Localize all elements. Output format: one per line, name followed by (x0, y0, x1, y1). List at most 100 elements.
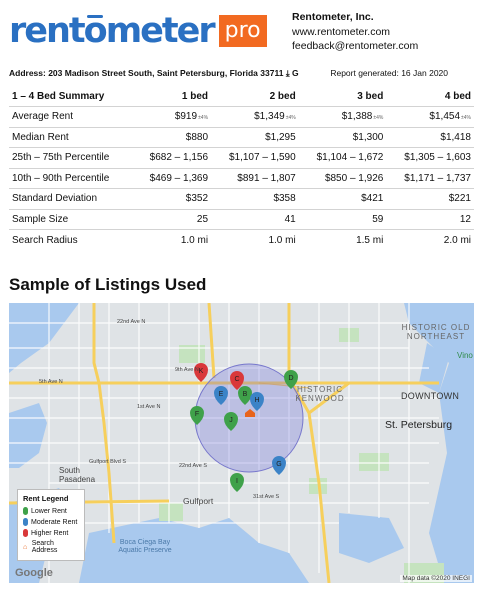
label-st-petersburg: St. Petersburg (385, 419, 453, 431)
legend-title: Rent Legend (23, 494, 69, 503)
table-cell: $1,295 (211, 127, 299, 148)
label-street: 31st Ave S (253, 494, 280, 500)
row-label: Median Rent (9, 127, 134, 148)
marker-j[interactable]: J (224, 412, 238, 431)
table-row: 10th – 90th Percentile $469 – 1,369 $891… (9, 168, 474, 189)
listings-map[interactable]: K C D E B H F J G I HISTORIC OLD NORTHEA… (9, 303, 474, 583)
rentometer-logo: rento meter pro (9, 9, 267, 53)
table-cell: 25 (133, 209, 212, 230)
table-row: Standard Deviation $352 $358 $421 $221 (9, 188, 474, 210)
table-row: Sample Size 25 41 59 12 (9, 209, 474, 230)
row-label: Search Radius (12, 234, 78, 246)
svg-text:E: E (219, 391, 224, 398)
table-header-cell: 3 bed (298, 86, 387, 107)
table-cell: $919±4% (133, 106, 212, 128)
table-cell: $469 – 1,369 (133, 168, 212, 189)
table-cell: $352 (133, 188, 212, 210)
svg-text:J: J (229, 417, 233, 424)
rent-legend: Rent Legend Lower Rent Moderate Rent Hig… (17, 489, 85, 561)
row-label: Sample Size (9, 209, 134, 230)
svg-text:D: D (288, 375, 293, 382)
label-street: 9th Ave N (175, 367, 199, 373)
google-g-icon[interactable]: G (291, 68, 299, 78)
marker-e[interactable]: E (214, 386, 228, 405)
label-historic-old-northeast: HISTORIC OLD NORTHEAST (401, 323, 471, 341)
marker-g[interactable]: G (272, 456, 286, 475)
marker-k[interactable]: K (194, 363, 208, 382)
row-label: 10th – 90th Percentile (9, 168, 134, 189)
table-cell: 2.0 mi (443, 234, 471, 246)
marker-i[interactable]: I (230, 473, 244, 492)
company-info: Rentometer, Inc. www.rentometer.com feed… (292, 10, 418, 54)
table-cell: $880 (133, 127, 212, 148)
report-generated: Report generated: 16 Jan 2020 (330, 68, 448, 78)
table-row: Average Rent $919±4% $1,349±4% $1,388±4%… (9, 106, 474, 128)
svg-text:I: I (236, 478, 238, 485)
table-cell: $1,454±4% (386, 106, 474, 128)
table-header-cell: 2 bed (211, 86, 299, 107)
marker-b[interactable]: B (238, 386, 252, 405)
legend-item-higher: Higher Rent (23, 529, 79, 537)
table-header-row: 1 – 4 Bed Summary 1 bed 2 bed 3 bed 4 be… (9, 86, 474, 107)
table-cell: 41 (211, 209, 299, 230)
search-address-icon (245, 409, 255, 417)
address-line: Address: 203 Madison Street South, Saint… (9, 68, 299, 78)
table-cell: $1,104 – 1,672 (298, 147, 387, 169)
map-attribution[interactable]: Map data ©2020 INEGI (400, 575, 472, 582)
table-cell: $850 – 1,926 (298, 168, 387, 189)
legend-item-lower: Lower Rent (23, 507, 79, 515)
label-historic-kenwood: HISTORIC KENWOOD (295, 385, 345, 403)
table-cell: $421 (298, 188, 387, 210)
svg-text:B: B (243, 391, 248, 398)
table-header-cell: 1 bed (133, 86, 212, 107)
rent-summary-table: 1 – 4 Bed Summary 1 bed 2 bed 3 bed 4 be… (9, 86, 474, 250)
marker-h[interactable]: H (250, 392, 264, 411)
higher-rent-marker-icon (23, 529, 28, 537)
table-cell: 59 (298, 209, 387, 230)
marker-f[interactable]: F (190, 406, 204, 425)
label-street: 5th Ave N (39, 379, 63, 385)
table-row: Search Radius 1.0 mi 1.0 mi 1.5 mi 2.0 m… (9, 230, 474, 251)
table-row: 25th – 75th Percentile $682 – 1,156 $1,1… (9, 147, 474, 169)
table-cell: $1,171 – 1,737 (386, 168, 474, 189)
legend-item-moderate: Moderate Rent (23, 518, 79, 526)
marker-d[interactable]: D (284, 370, 298, 389)
company-email[interactable]: feedback@rentometer.com (292, 40, 419, 52)
download-icon[interactable]: ⤓ (285, 68, 290, 78)
table-cell: $891 – 1,807 (211, 168, 299, 189)
label-street: 1st Ave N (137, 404, 161, 410)
table-row: Median Rent $880 $1,295 $1,300 $1,418 (9, 127, 474, 148)
company-name: Rentometer, Inc. (292, 11, 374, 23)
table-cell: $1,107 – 1,590 (211, 147, 299, 169)
row-label: Standard Deviation (9, 188, 134, 210)
table-cell: $358 (211, 188, 299, 210)
label-gulfport: Gulfport (183, 496, 214, 506)
label-vino: Vino (457, 351, 473, 360)
label-street: 22nd Ave N (117, 319, 146, 325)
table-cell: 1.0 mi (268, 234, 296, 246)
svg-text:C: C (234, 376, 239, 383)
google-logo: Google (15, 567, 53, 579)
table-cell: $1,388±4% (298, 106, 387, 128)
svg-text:F: F (195, 411, 199, 418)
table-cell: $221 (386, 188, 474, 210)
table-header-cell: 4 bed (386, 86, 474, 107)
label-street: 22nd Ave S (179, 463, 208, 469)
table-cell: $1,305 – 1,603 (386, 147, 474, 169)
svg-text:G: G (276, 461, 281, 468)
lower-rent-marker-icon (23, 507, 28, 515)
table-cell: $1,300 (298, 127, 387, 148)
table-cell: 1.5 mi (356, 234, 384, 246)
label-boca-ciega: Boca Ciega Bay Aquatic Preserve (118, 539, 172, 554)
listing-markers: K C D E B H F J G I (190, 363, 298, 492)
row-label: Average Rent (9, 106, 134, 128)
table-cell: 12 (386, 209, 474, 230)
table-cell: $1,349±4% (211, 106, 299, 128)
map-canvas: K C D E B H F J G I (9, 303, 474, 583)
label-south-pasadena: South Pasadena (59, 466, 96, 484)
logo-wordmark: rento meter (9, 11, 216, 51)
marker-c[interactable]: C (230, 371, 244, 390)
company-website[interactable]: www.rentometer.com (292, 25, 391, 38)
table-cell: 1.0 mi (180, 234, 209, 246)
moderate-rent-marker-icon (23, 518, 28, 526)
